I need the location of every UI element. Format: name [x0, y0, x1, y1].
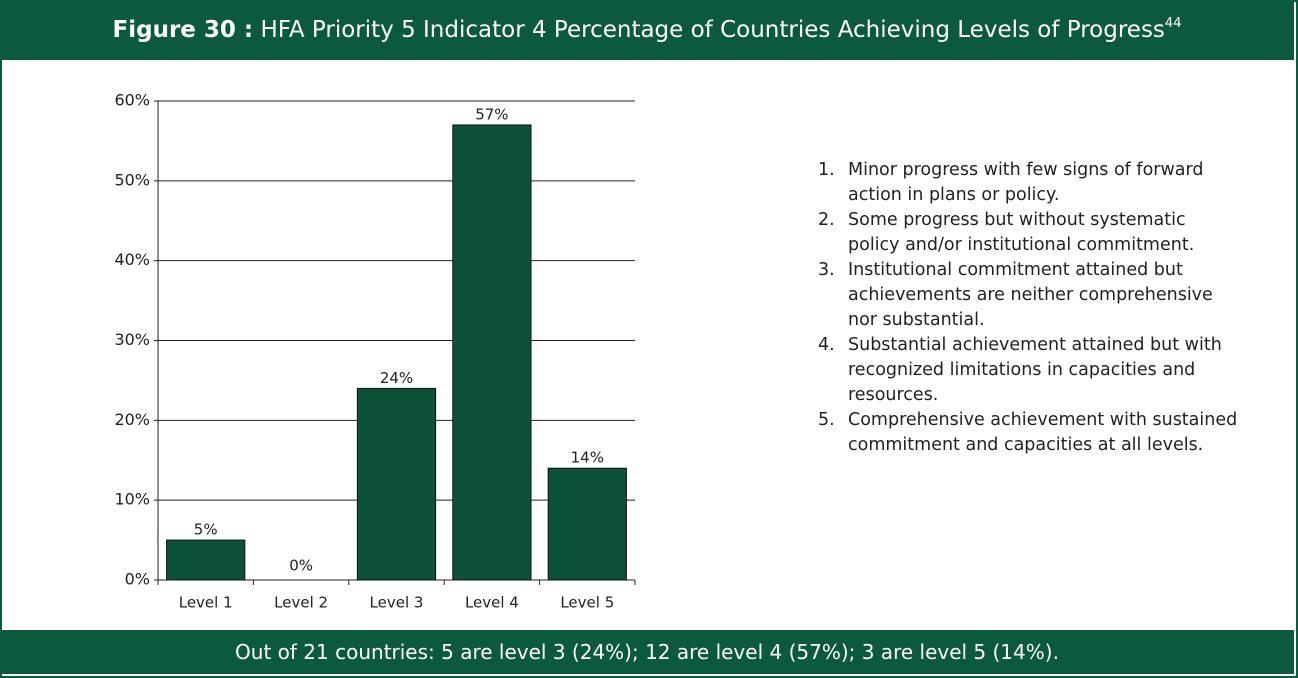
note-number: 1.	[818, 160, 835, 180]
bar	[547, 467, 627, 581]
bar	[452, 124, 532, 581]
footnote-ref: 44	[1164, 16, 1182, 31]
value-label: 57%	[475, 105, 508, 123]
y-tick-label: 40%	[114, 250, 150, 269]
note-item: 1. Minor progress with few signs of forwa…	[812, 158, 1252, 208]
note-number: 2.	[818, 210, 835, 230]
value-label: 24%	[380, 369, 413, 387]
chart: 0% 10% 20% 30% 40% 50% 60% Level 1 5% Level 2 0% Le…	[114, 91, 636, 612]
figure-footer: Out of 21 countries: 5 are level 3 (24%)…	[0, 630, 1294, 674]
x-tick-label: Level 4	[465, 594, 519, 612]
y-tick-label: 50%	[114, 170, 150, 189]
figure-title: HFA Priority 5 Indicator 4 Percentage of…	[260, 17, 1165, 43]
level-notes: 1. Minor progress with few signs of forwa…	[812, 158, 1252, 458]
value-label: 0%	[289, 557, 313, 575]
note-text: Institutional commitment attained but ac…	[848, 260, 1213, 330]
note-text: Minor progress with few signs of forward…	[848, 160, 1204, 205]
note-item: 4. Substantial achievement attained but w…	[812, 333, 1252, 408]
value-label: 5%	[194, 521, 218, 539]
figure-label: Figure 30 :	[112, 17, 254, 43]
y-tick-label: 60%	[114, 91, 150, 110]
y-tick-label: 30%	[114, 330, 150, 349]
note-text: Some progress but without systematic pol…	[848, 210, 1195, 255]
figure-header: Figure 30 : HFA Priority 5 Indicator 4 P…	[0, 0, 1294, 60]
note-number: 4.	[818, 335, 835, 355]
note-number: 5.	[818, 410, 835, 430]
note-number: 3.	[818, 260, 835, 280]
note-item: 2. Some progress but without systematic p…	[812, 208, 1252, 258]
x-tick-label: Level 1	[179, 594, 233, 612]
x-tick-label: Level 5	[560, 594, 614, 612]
value-label: 14%	[571, 449, 604, 467]
note-text: Substantial achievement attained but wit…	[848, 335, 1222, 405]
y-tick-label: 20%	[114, 410, 150, 429]
x-tick-label: Level 2	[274, 594, 328, 612]
bar	[356, 387, 437, 581]
note-text: Comprehensive achievement with sustained…	[848, 410, 1238, 455]
y-tick-label: 10%	[114, 490, 150, 509]
y-tick-label: 0%	[125, 570, 150, 589]
bar	[166, 539, 246, 581]
note-item: 5. Comprehensive achievement with sustain…	[812, 408, 1252, 458]
note-item: 3. Institutional commitment attained but …	[812, 258, 1252, 333]
x-tick-label: Level 3	[370, 594, 424, 612]
